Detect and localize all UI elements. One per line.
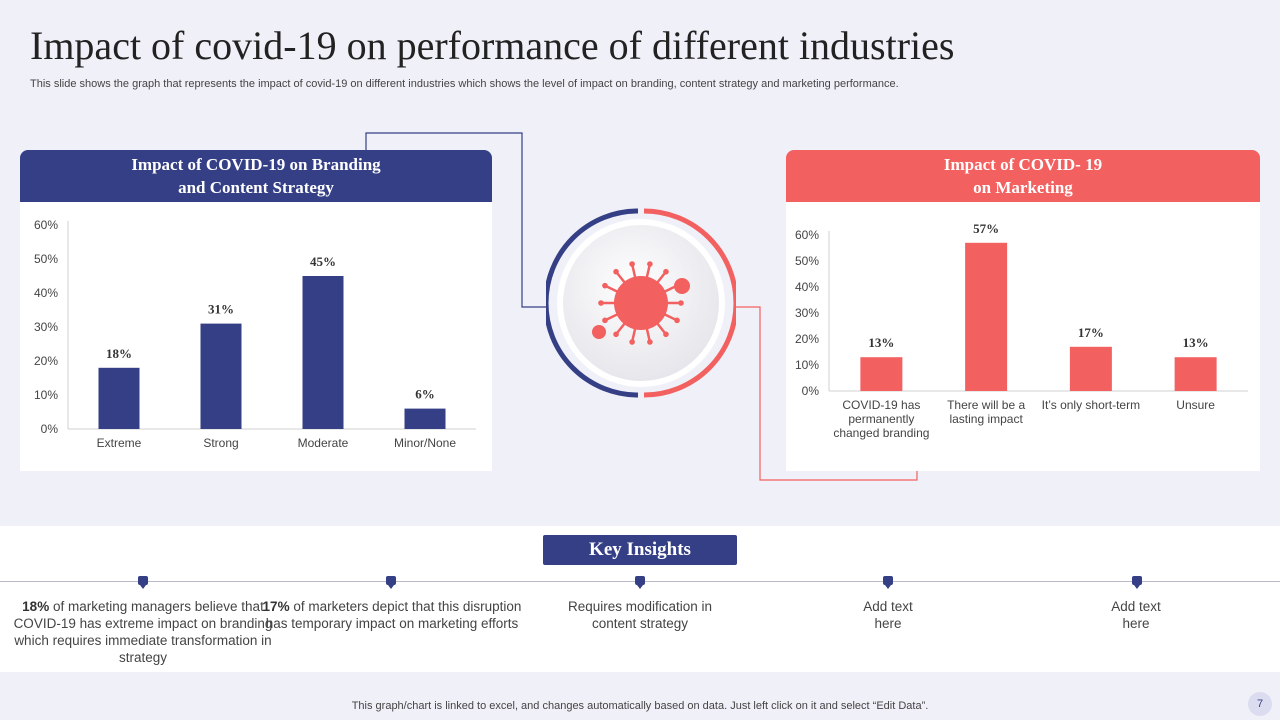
branding-y-tick: 0%	[41, 422, 59, 436]
virus-spike-tip	[602, 317, 608, 324]
insight-4-text: Add text here	[863, 599, 913, 631]
virus-spike-tip	[674, 317, 680, 324]
virus-spike-tip	[613, 268, 619, 275]
branding-y-tick: 10%	[34, 388, 58, 402]
branding-y-tick: 40%	[34, 286, 58, 300]
insight-1: 18% of marketing managers believe that C…	[13, 598, 273, 666]
insight-marker-4	[883, 576, 893, 589]
marketing-bar[interactable]	[1069, 346, 1112, 391]
branding-y-tick: 60%	[34, 218, 58, 232]
marketing-category-label: lasting impact	[949, 412, 1023, 426]
virus-spike-tip	[629, 261, 635, 267]
ring-left-arc	[546, 208, 639, 398]
insight-1-highlight: 18%	[22, 599, 50, 614]
insight-marker-5	[1132, 576, 1142, 589]
marketing-data-label: 17%	[1078, 325, 1104, 340]
branding-category-label: Extreme	[97, 436, 142, 450]
branding-data-label: 18%	[106, 346, 132, 361]
branding-bar[interactable]	[200, 323, 242, 429]
insight-5-text: Add text here	[1111, 599, 1161, 631]
connector-left	[365, 132, 548, 308]
virus-spike-tip	[663, 268, 669, 275]
branding-category-label: Minor/None	[394, 436, 456, 450]
insight-4: Add text here	[853, 598, 923, 632]
marketing-y-tick: 0%	[802, 384, 820, 398]
branding-panel-header: Impact of COVID-19 on Branding and Conte…	[20, 150, 492, 202]
virus-spike-tip	[663, 331, 669, 338]
marketing-panel-header: Impact of COVID- 19 on Marketing	[786, 150, 1260, 202]
marketing-data-label: 13%	[868, 335, 894, 350]
marketing-y-tick: 40%	[795, 280, 819, 294]
marketing-chart-panel[interactable]: 0% 10% 20% 30% 40% 50% 60% 13% COVID-19 has perma…	[786, 202, 1260, 471]
virus-spike-tip	[613, 331, 619, 338]
branding-chart-panel[interactable]: 0% 10% 20% 30% 40% 50% 60% 18% Extreme 31% Strong 4…	[20, 202, 492, 471]
marketing-category-label: COVID-19 has	[842, 398, 920, 412]
marketing-panel-title-line1: Impact of COVID- 19	[943, 155, 1103, 174]
marketing-chart[interactable]: 0% 10% 20% 30% 40% 50% 60% 13% COVID-19 hasperma…	[786, 202, 1260, 471]
branding-data-label: 6%	[415, 387, 435, 402]
virus-spike-tip	[598, 300, 604, 306]
marketing-panel-title-line2: on Marketing	[973, 178, 1073, 197]
branding-y-tick: 50%	[34, 252, 58, 266]
virus-icon	[592, 261, 690, 345]
insight-2: 17% of marketers depict that this disrup…	[262, 598, 522, 632]
slide-title: Impact of covid-19 on performance of dif…	[30, 23, 955, 68]
marketing-y-tick: 60%	[795, 228, 819, 242]
marketing-y-tick: 20%	[795, 332, 819, 346]
virus-spike-tip	[647, 261, 653, 267]
branding-y-tick: 20%	[34, 354, 58, 368]
footer-note: This graph/chart is linked to excel, and…	[351, 700, 929, 712]
marketing-bar[interactable]	[860, 357, 903, 391]
marketing-category-label: It’s only short-term	[1042, 398, 1140, 412]
marketing-category-label: permanently	[848, 412, 914, 426]
branding-chart[interactable]: 0% 10% 20% 30% 40% 50% 60% 18% Extreme 31% Strong 4…	[20, 202, 492, 471]
marketing-y-tick: 30%	[795, 306, 819, 320]
insight-5: Add text here	[1101, 598, 1171, 632]
insight-2-highlight: 17%	[262, 599, 290, 614]
branding-bar[interactable]	[302, 276, 344, 429]
branding-data-label: 31%	[208, 302, 234, 317]
virus-spike-tip	[602, 282, 608, 289]
insight-2-text: of marketers depict that this disruption…	[265, 599, 522, 631]
marketing-data-label: 57%	[973, 221, 999, 236]
virus-spike-tip	[629, 339, 635, 345]
marketing-category-label: changed branding	[833, 426, 929, 440]
insight-marker-2	[386, 576, 396, 589]
branding-panel-title-line2: and Content Strategy	[178, 178, 334, 197]
branding-category-label: Strong	[203, 436, 238, 450]
marketing-category-label: There will be a	[947, 398, 1025, 412]
virus-spike-tip	[678, 300, 684, 306]
branding-bar[interactable]	[98, 367, 140, 429]
branding-data-label: 45%	[310, 254, 336, 269]
marketing-bar[interactable]	[965, 242, 1008, 391]
marketing-category-label: Unsure	[1176, 398, 1215, 412]
insight-1-text: of marketing managers believe that COVID…	[13, 599, 273, 665]
insight-3: Requires modification in content strateg…	[565, 598, 715, 632]
branding-category-label: Moderate	[298, 436, 349, 450]
marketing-y-tick: 50%	[795, 254, 819, 268]
insight-marker-1	[138, 576, 148, 589]
marketing-data-label: 13%	[1183, 335, 1209, 350]
branding-y-tick: 30%	[34, 320, 58, 334]
insights-title: Key Insights	[543, 535, 737, 565]
marketing-y-tick: 10%	[795, 358, 819, 372]
virus-spike-tip	[647, 339, 653, 345]
virus-ring	[546, 208, 736, 398]
branding-panel-title-line1: Impact of COVID-19 on Branding	[131, 155, 381, 174]
marketing-bar[interactable]	[1174, 357, 1217, 391]
insight-marker-3	[635, 576, 645, 589]
branding-bar[interactable]	[404, 408, 446, 429]
connector-right	[736, 306, 918, 481]
insight-3-text: Requires modification in content strateg…	[567, 599, 713, 631]
page-number: 7	[1248, 692, 1272, 716]
slide-subtitle: This slide shows the graph that represen…	[30, 78, 899, 90]
ring-right-arc	[643, 208, 736, 398]
